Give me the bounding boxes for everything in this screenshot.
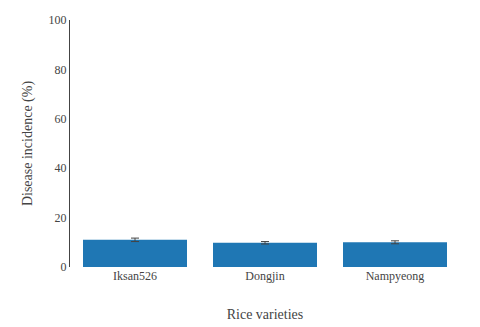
svg-text:40: 40 — [55, 161, 67, 175]
svg-text:Rice varieties: Rice varieties — [227, 307, 304, 322]
svg-text:Disease incidence (%): Disease incidence (%) — [20, 81, 36, 206]
svg-text:80: 80 — [55, 63, 67, 77]
svg-text:60: 60 — [55, 112, 67, 126]
svg-text:Dongjin: Dongjin — [245, 269, 284, 283]
svg-text:20: 20 — [55, 211, 67, 225]
svg-text:Iksan526: Iksan526 — [113, 269, 157, 283]
svg-text:100: 100 — [49, 13, 67, 27]
svg-text:0: 0 — [61, 260, 67, 274]
svg-text:Nampyeong: Nampyeong — [366, 269, 425, 283]
